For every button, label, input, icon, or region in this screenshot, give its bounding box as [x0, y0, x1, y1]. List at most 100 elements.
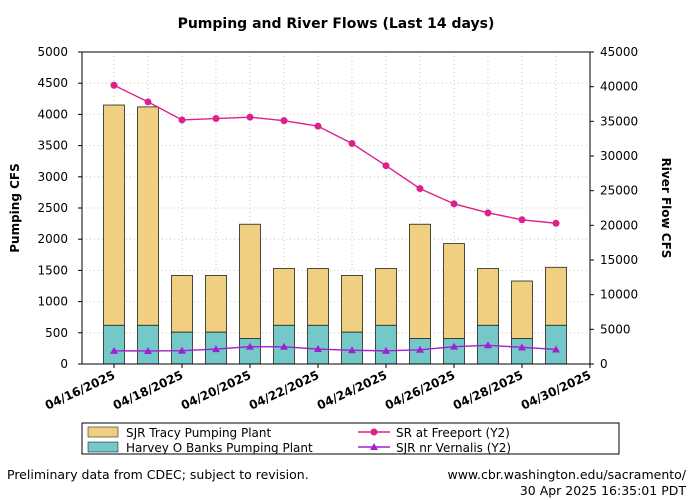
bar-tracy-6 — [307, 268, 329, 326]
point-0-4 — [246, 113, 254, 121]
point-1-6 — [314, 345, 322, 353]
point-1-0 — [110, 346, 118, 354]
line-1 — [113, 344, 557, 352]
y2-tick-label-3: 15000 — [600, 253, 638, 267]
legend: SJR Tracy Pumping Plant Harvey O Banks P… — [81, 422, 620, 455]
y2-tick-label-1: 5000 — [600, 322, 631, 336]
point-1-13 — [552, 345, 560, 353]
footer-url[interactable]: www.cbr.washington.edu/sacramento/ — [447, 467, 686, 482]
y-tick-label-10: 5000 — [37, 45, 68, 59]
bar-banks-0 — [103, 324, 125, 365]
left-y-axis-label: Pumping CFS — [8, 163, 22, 253]
bar-tracy-10 — [443, 243, 465, 339]
y2-tick-label-8: 40000 — [600, 80, 638, 94]
y2-tick-label-7: 35000 — [600, 114, 638, 128]
y-tick-label-4: 2000 — [37, 232, 68, 246]
legend-label-tracy: SJR Tracy Pumping Plant — [126, 426, 272, 440]
bar-tracy-1 — [137, 106, 159, 326]
bar-banks-12 — [511, 338, 533, 365]
y2-tick-label-9: 45000 — [600, 45, 638, 59]
legend-label-vernalis: SJR nr Vernalis (Y2) — [396, 441, 511, 455]
y-tick-label-9: 4500 — [37, 76, 68, 90]
legend-marker-vernalis — [370, 443, 378, 450]
bar-tracy-11 — [477, 268, 499, 326]
y-tick-label-2: 1000 — [37, 295, 68, 309]
right-y-axis: 0 5000 10000 15000 20000 25000 30000 35000 40000… — [590, 45, 638, 371]
line-0 — [113, 84, 557, 224]
bar-banks-1 — [137, 324, 159, 365]
y-tick-label-0: 0 — [60, 357, 68, 371]
right-y-axis-label: River Flow CFS — [659, 158, 673, 259]
y-tick-label-7: 3500 — [37, 139, 68, 153]
legend-label-banks: Harvey O Banks Pumping Plant — [126, 441, 313, 455]
bar-tracy-9 — [409, 223, 431, 339]
point-1-10 — [450, 342, 458, 350]
point-0-7 — [348, 140, 356, 148]
left-y-axis: 0 500 1000 1500 2000 2500 3000 3500 4000 4500 5000 — [37, 45, 82, 371]
bar-tracy-2 — [171, 274, 193, 333]
bar-tracy-8 — [375, 268, 397, 326]
x-tick-label-0: 04/16/2025 — [43, 368, 117, 413]
y-tick-label-3: 1500 — [37, 263, 68, 277]
point-1-7 — [348, 346, 356, 354]
point-0-13 — [552, 219, 560, 227]
legend-swatch-banks — [87, 441, 119, 453]
bar-banks-13 — [545, 324, 567, 365]
point-0-10 — [450, 200, 458, 208]
x-tick-label-7: 04/30/2025 — [519, 368, 593, 413]
bar-tracy-0 — [103, 104, 125, 326]
point-1-5 — [280, 342, 288, 350]
point-1-3 — [212, 345, 220, 353]
bar-tracy-3 — [205, 274, 227, 333]
point-0-6 — [314, 122, 322, 130]
point-0-1 — [144, 98, 152, 106]
footer-timestamp: 30 Apr 2025 16:35:01 PDT — [519, 483, 686, 498]
bar-tracy-5 — [273, 268, 295, 326]
point-1-4 — [246, 342, 254, 350]
point-1-8 — [382, 346, 390, 354]
y2-tick-label-5: 25000 — [600, 184, 638, 198]
line-series — [110, 81, 560, 354]
bar-banks-10 — [443, 338, 465, 365]
point-0-0 — [110, 81, 118, 89]
legend-marker-freeport — [370, 428, 378, 436]
point-0-9 — [416, 185, 424, 193]
footer-note: Preliminary data from CDEC; subject to r… — [7, 467, 309, 482]
point-0-12 — [518, 216, 526, 224]
point-0-11 — [484, 209, 492, 217]
point-1-12 — [518, 343, 526, 351]
point-1-9 — [416, 345, 424, 353]
y-tick-label-6: 3000 — [37, 170, 68, 184]
y2-tick-label-2: 10000 — [600, 288, 638, 302]
y2-tick-label-6: 30000 — [600, 149, 638, 163]
x-tick-label-3: 04/22/2025 — [247, 368, 321, 413]
point-0-5 — [280, 117, 288, 125]
chart-title: Pumping and River Flows (Last 14 days) — [178, 16, 495, 32]
point-0-3 — [212, 115, 220, 123]
point-1-11 — [484, 341, 492, 349]
legend-box — [81, 422, 620, 455]
bars — [103, 104, 567, 365]
x-tick-label-5: 04/26/2025 — [383, 368, 457, 413]
point-1-2 — [178, 346, 186, 354]
bar-banks-6 — [307, 324, 329, 365]
bar-tracy-13 — [545, 266, 567, 326]
bar-tracy-4 — [239, 223, 261, 339]
legend-swatch-tracy — [87, 426, 119, 438]
y-tick-label-5: 2500 — [37, 201, 68, 215]
bar-banks-4 — [239, 338, 261, 365]
y2-tick-label-4: 20000 — [600, 218, 638, 232]
point-1-1 — [144, 346, 152, 354]
point-0-2 — [178, 116, 186, 124]
point-0-8 — [382, 162, 390, 170]
x-tick-label-1: 04/18/2025 — [111, 368, 185, 413]
x-tick-label-6: 04/28/2025 — [451, 368, 525, 413]
bar-tracy-12 — [511, 280, 533, 339]
x-tick-label-4: 04/24/2025 — [315, 368, 389, 413]
bar-tracy-7 — [341, 274, 363, 333]
x-axis: 04/16/202504/18/202504/20/202504/22/2025… — [43, 364, 593, 413]
x-tick-label-2: 04/20/2025 — [179, 368, 253, 413]
y2-tick-label-0: 0 — [600, 357, 608, 371]
y-tick-label-1: 500 — [45, 326, 68, 340]
